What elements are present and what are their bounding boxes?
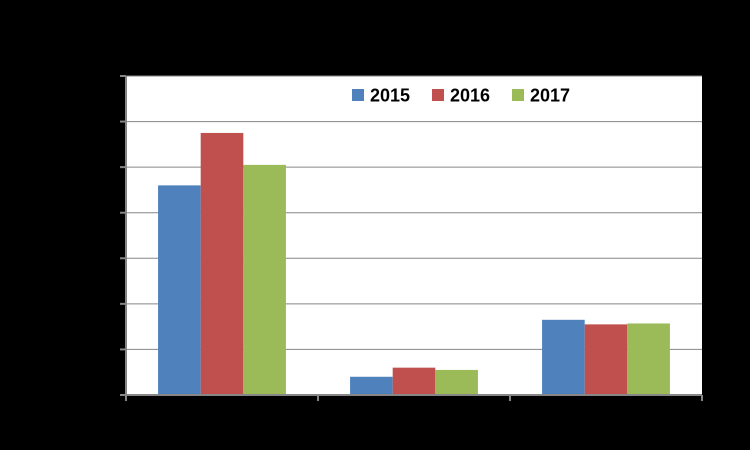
axes bbox=[120, 75, 703, 401]
legend-swatch-2017 bbox=[512, 89, 524, 101]
bar-2016 bbox=[584, 324, 628, 395]
legend-label-2016: 2016 bbox=[450, 86, 490, 106]
bar-2017 bbox=[243, 164, 286, 395]
bar-2015 bbox=[350, 376, 393, 395]
bar-2016 bbox=[200, 132, 244, 395]
bars bbox=[158, 132, 670, 395]
bar-2017 bbox=[627, 323, 670, 395]
legend-swatch-2016 bbox=[432, 89, 444, 101]
legend-swatch-2015 bbox=[352, 89, 364, 101]
legend-label-2017: 2017 bbox=[530, 86, 570, 106]
bar-2015 bbox=[158, 185, 201, 395]
bar-2017 bbox=[435, 369, 478, 395]
bar-2016 bbox=[392, 367, 436, 395]
legend: 2015 2016 2017 bbox=[352, 86, 570, 106]
bar-2015 bbox=[542, 319, 585, 395]
legend-label-2015: 2015 bbox=[370, 86, 410, 106]
